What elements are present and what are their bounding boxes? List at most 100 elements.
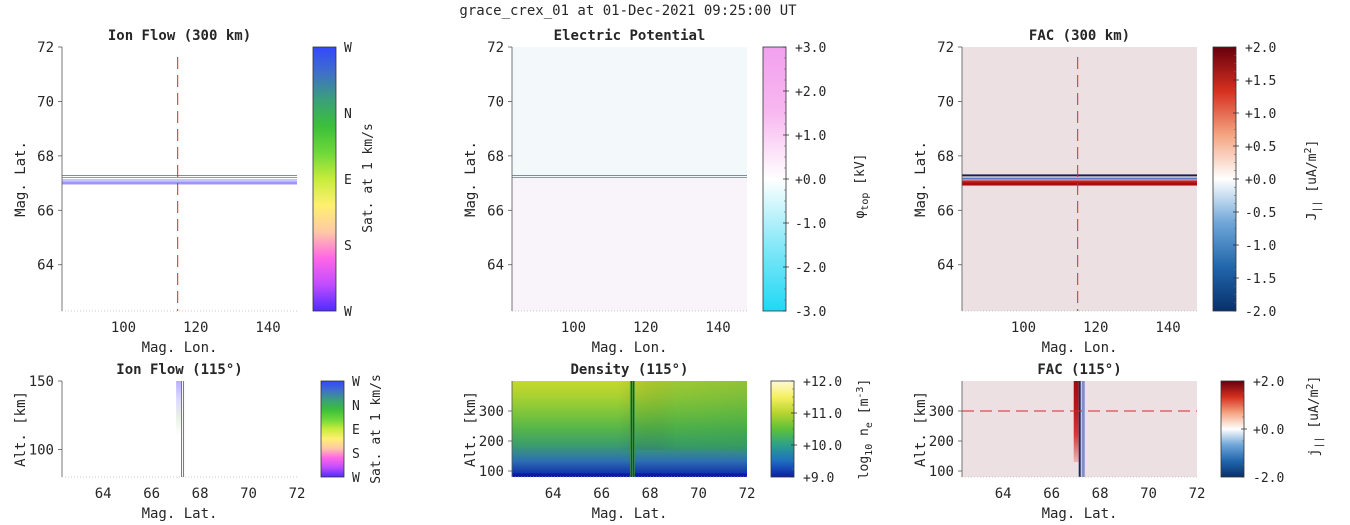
x-tick-label: 120 xyxy=(1083,320,1108,336)
y-tick-label: 70 xyxy=(487,94,504,110)
figure-suptitle: grace_crex_01 at 01-Dec-2021 09:25:00 UT xyxy=(459,3,797,19)
colorbar-tick-label: -1.5 xyxy=(1245,272,1276,287)
colorbar-tick-label: -2.0 xyxy=(1253,471,1284,486)
panel-electric-potential: Electric Potential 64 66 68 70 72 100 120 140 Mag… xyxy=(463,28,871,356)
fac-upward-current xyxy=(962,180,1197,184)
x-axis-label: Mag. Lon. xyxy=(1042,340,1118,356)
panel-title: Ion Flow (300 km) xyxy=(108,28,251,44)
colorbar-tick-label: E xyxy=(352,423,360,438)
potential-field-south xyxy=(512,177,747,311)
y-tick-label: 68 xyxy=(937,149,954,165)
x-tick-label: 72 xyxy=(1189,486,1206,502)
y-tick-label: 64 xyxy=(37,258,54,274)
fac-upward-current xyxy=(962,182,1197,186)
flow-column xyxy=(176,381,182,436)
colorbar-tick-label: +1.0 xyxy=(795,129,826,144)
y-tick-label: 64 xyxy=(487,258,504,274)
y-tick-label: 70 xyxy=(937,94,954,110)
x-axis-label: Mag. Lon. xyxy=(592,340,668,356)
density-column xyxy=(629,381,635,477)
colorbar-tick-label: W xyxy=(344,305,352,320)
y-tick-label: 150 xyxy=(29,374,54,390)
colorbar-tick-label: +0.0 xyxy=(1245,173,1276,188)
x-axis-label: Mag. Lat. xyxy=(142,506,218,522)
x-tick-label: 100 xyxy=(561,320,586,336)
colorbar-tick-label: +0.0 xyxy=(1253,423,1284,438)
fac-downward-current xyxy=(962,177,1197,180)
colorbar-label: φtop [kV] xyxy=(853,153,871,218)
colorbar-tick-label: -3.0 xyxy=(795,305,826,320)
y-axis-label: Alt. [km] xyxy=(13,391,29,467)
colorbar xyxy=(1220,380,1245,478)
x-tick-label: 70 xyxy=(240,486,257,502)
x-tick-label: 140 xyxy=(1155,320,1180,336)
y-tick-label: 200 xyxy=(479,434,504,450)
colorbar-tick-label: W xyxy=(344,41,352,56)
y-tick-label: 64 xyxy=(937,258,954,274)
colorbar-tick-label: W xyxy=(352,375,360,390)
x-axis-label: Mag. Lon. xyxy=(142,340,218,356)
fac-upward-current xyxy=(1073,381,1079,462)
y-tick-label: 66 xyxy=(937,203,954,219)
y-axis-label: Mag. Lat. xyxy=(463,141,479,217)
flow-band-core xyxy=(62,181,297,185)
colorbar-tick-label: +2.0 xyxy=(1253,375,1284,390)
x-tick-label: 120 xyxy=(633,320,658,336)
fac-downward-current xyxy=(1081,381,1085,477)
colorbar xyxy=(1212,46,1237,312)
y-tick-label: 100 xyxy=(479,464,504,480)
x-tick-label: 64 xyxy=(995,486,1012,502)
panel-density-115deg: Density (115°) 100 200 300 64 66 68 70 72 Mag. La… xyxy=(463,362,875,522)
colorbar-tick-label: +0.5 xyxy=(1245,140,1276,155)
x-tick-label: 66 xyxy=(143,486,160,502)
y-tick-label: 100 xyxy=(29,443,54,459)
colorbar-tick-label: -2.0 xyxy=(1245,305,1276,320)
colorbar-label: Sat. at 1 km/s xyxy=(361,123,376,233)
x-tick-label: 70 xyxy=(1140,486,1157,502)
colorbar-tick-label: S xyxy=(344,239,352,254)
y-tick-label: 70 xyxy=(37,94,54,110)
x-tick-label: 72 xyxy=(289,486,306,502)
colorbar-tick-label: +2.0 xyxy=(795,85,826,100)
colorbar-tick-label: +1.0 xyxy=(1245,107,1276,122)
colorbar-tick-label: N xyxy=(344,107,352,122)
colorbar-tick-label: N xyxy=(352,399,360,414)
colorbar-label: Sat. at 1 km/s xyxy=(369,374,384,484)
y-axis-label: Alt. [km] xyxy=(463,391,479,467)
panel-fac-115deg: FAC (115°) 100 200 300 64 66 68 70 72 Mag. Lat. Al… xyxy=(913,362,1325,522)
colorbar-tick-label: +0.0 xyxy=(795,173,826,188)
panel-title: Ion Flow (115°) xyxy=(116,362,242,378)
colorbar xyxy=(320,380,345,478)
y-tick-label: 300 xyxy=(929,404,954,420)
colorbar-tick-label: +1.5 xyxy=(1245,74,1276,89)
colorbar-tick-label: +3.0 xyxy=(795,41,826,56)
colorbar-tick-label: S xyxy=(352,447,360,462)
fac-downward-current xyxy=(1078,381,1081,477)
colorbar-tick-label: +9.0 xyxy=(803,471,834,486)
x-tick-label: 120 xyxy=(183,320,208,336)
y-tick-label: 300 xyxy=(479,404,504,420)
colorbar-tick-label: W xyxy=(352,471,360,486)
y-tick-label: 66 xyxy=(487,203,504,219)
x-tick-label: 66 xyxy=(593,486,610,502)
y-tick-label: 66 xyxy=(37,203,54,219)
colorbar-tick-label: -1.0 xyxy=(1245,239,1276,254)
colorbar-tick-label: +12.0 xyxy=(803,375,842,390)
panel-title: Electric Potential xyxy=(554,28,706,44)
y-tick-label: 200 xyxy=(929,434,954,450)
density-lower-boundary xyxy=(512,473,747,477)
colorbar-label: J|| [uA/m2] xyxy=(1303,140,1323,221)
x-tick-label: 72 xyxy=(739,486,756,502)
colorbar-tick-label: E xyxy=(344,173,352,188)
y-axis-label: Mag. Lat. xyxy=(913,141,929,217)
y-axis-label: Mag. Lat. xyxy=(13,141,29,217)
x-tick-label: 100 xyxy=(111,320,136,336)
x-tick-label: 68 xyxy=(192,486,209,502)
density-field-overlay xyxy=(512,381,747,450)
x-axis-label: Mag. Lat. xyxy=(592,506,668,522)
x-tick-label: 140 xyxy=(705,320,730,336)
potential-field-north xyxy=(512,47,747,178)
colorbar xyxy=(770,380,795,478)
y-axis-label: Alt. [km] xyxy=(913,391,929,467)
